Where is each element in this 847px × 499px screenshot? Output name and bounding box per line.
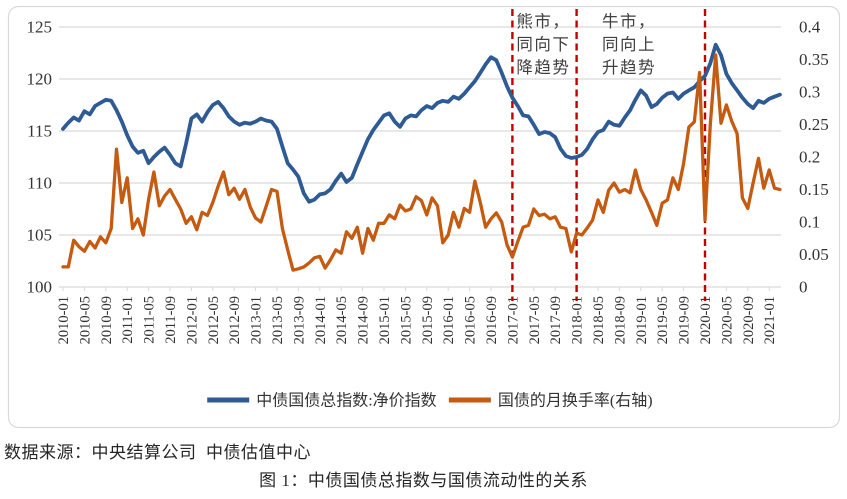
x-axis-tick-label: 2018-01 — [570, 296, 586, 344]
bull-market-annotation-line: 同向上 — [602, 35, 656, 54]
right-axis-tick-label: 0.1 — [799, 213, 820, 232]
x-axis-tick-label: 2015-05 — [398, 296, 414, 344]
x-axis-tick-label: 2015-01 — [377, 296, 393, 344]
x-axis-tick-label: 2016-01 — [441, 296, 457, 344]
x-axis-tick-label: 2019-01 — [634, 296, 650, 344]
x-axis-tick-label: 2017-09 — [548, 296, 564, 344]
x-axis-tick-label: 2011-01 — [120, 296, 136, 344]
bull-market-annotation-line: 牛市， — [602, 12, 656, 31]
x-axis-tick-label: 2020-09 — [741, 296, 757, 344]
x-axis-tick-label: 2010-09 — [99, 296, 115, 344]
right-axis-tick-label: 0.05 — [799, 245, 829, 264]
treasury-index-line-series — [61, 42, 782, 204]
x-axis-tick-label: 2012-09 — [227, 296, 243, 344]
chart-border — [7, 5, 841, 429]
right-axis-tick-label: 0.3 — [799, 83, 820, 102]
bull-market-annotation-line: 升趋势 — [602, 58, 656, 77]
chart-canvas: 125 120 115 110 105 100 0.4 0.35 0.3 0.25 0.2 0.15 0… — [7, 5, 841, 429]
left-axis-tick-label: 100 — [27, 278, 53, 297]
x-axis-tick-label: 2016-05 — [463, 296, 479, 344]
x-axis-tick-label: 2014-09 — [356, 296, 372, 344]
right-axis-tick-label: 0.25 — [799, 115, 829, 134]
left-axis-tick-label: 110 — [27, 174, 52, 193]
x-axis-tick-label: 2018-05 — [591, 296, 607, 344]
data-source-text: 数据来源：中央结算公司 中债估值中心 — [4, 443, 311, 462]
x-axis-tick-label: 2012-01 — [184, 296, 200, 344]
x-axis-tick-label: 2021-01 — [762, 296, 778, 344]
figure-caption: 图 1：中债国债总指数与国债流动性的关系 — [259, 471, 588, 490]
x-axis-tick-label: 2019-05 — [655, 296, 671, 344]
x-axis-tick-label: 2017-01 — [505, 296, 521, 344]
right-axis-tick-label: 0 — [799, 278, 808, 297]
left-axis-tick-label: 125 — [27, 18, 53, 37]
legend-label: 国债的月换手率(右轴) — [498, 392, 653, 410]
turnover-rate-line-series — [61, 53, 782, 272]
x-axis-tick-label: 2020-05 — [719, 296, 735, 344]
bear-market-annotation-line: 降趋势 — [516, 58, 570, 77]
x-axis-tick-label: 2012-05 — [206, 296, 222, 344]
x-axis-tick-label: 2015-09 — [420, 296, 436, 344]
x-axis-tick-label: 2014-05 — [334, 296, 350, 344]
legend-label: 中债国债总指数:净价指数 — [256, 392, 436, 410]
x-axis-tick-label: 2020-01 — [698, 296, 714, 344]
left-axis-tick-label: 105 — [27, 226, 53, 245]
x-axis-tick-label: 2014-01 — [313, 296, 329, 344]
right-axis-tick-label: 0.35 — [799, 50, 829, 69]
x-axis-tick-label: 2018-09 — [612, 296, 628, 344]
right-axis-tick-label: 0.2 — [799, 148, 820, 167]
x-axis-tick-label: 2013-01 — [249, 296, 265, 344]
x-axis-tick-label: 2011-05 — [142, 296, 158, 344]
bond-index-liquidity-chart: 125 120 115 110 105 100 0.4 0.35 0.3 0.25 0.2 0.15 0… — [7, 5, 841, 429]
right-axis-tick-label: 0.15 — [799, 180, 829, 199]
x-axis-tick-label: 2019-09 — [677, 296, 693, 344]
x-axis-tick-label: 2016-09 — [484, 296, 500, 344]
x-axis-tick-label: 2010-01 — [56, 296, 72, 344]
bear-market-annotation-line: 熊市， — [516, 12, 570, 31]
x-axis-tick-label: 2013-09 — [291, 296, 307, 344]
right-axis-tick-label: 0.4 — [799, 18, 821, 37]
x-axis-tick-label: 2013-05 — [270, 296, 286, 344]
left-axis-tick-label: 115 — [27, 122, 52, 141]
x-axis-tick-label: 2017-05 — [527, 296, 543, 344]
bear-market-annotation-line: 同向下 — [516, 35, 570, 54]
x-axis-tick-label: 2010-05 — [77, 296, 93, 344]
left-axis-tick-label: 120 — [27, 70, 53, 89]
x-axis-tick-label: 2011-09 — [163, 296, 179, 344]
